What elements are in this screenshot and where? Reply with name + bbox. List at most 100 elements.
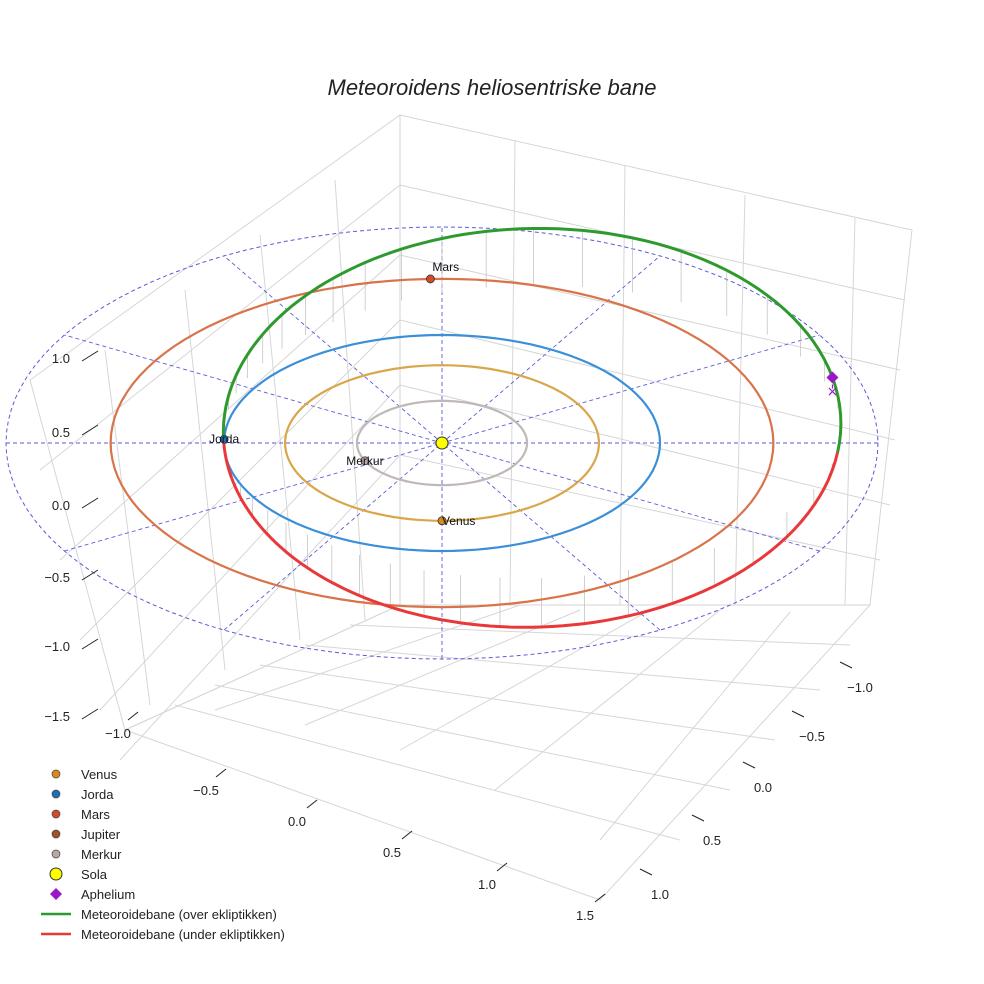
x-tick-label: 0.0 xyxy=(288,814,306,829)
legend-swatch xyxy=(49,867,63,881)
aphelion-marker xyxy=(826,371,839,384)
x-tick-label: 0.5 xyxy=(383,845,401,860)
back-right-wall xyxy=(399,114,913,606)
x-tick-label: −1.0 xyxy=(105,726,131,741)
planet-mars-marker xyxy=(426,274,435,284)
y-tick-label: 0.5 xyxy=(703,833,721,848)
grid-vline-left-1 xyxy=(184,289,226,671)
grid-line-right-1 xyxy=(399,254,901,371)
grid-vline-right-3 xyxy=(844,217,856,606)
x-tick-mark xyxy=(496,862,508,872)
grid-floor-b-3 xyxy=(494,609,721,791)
planet-merkur-marker xyxy=(360,456,370,466)
y-tick-label: −1.0 xyxy=(847,680,873,695)
y-tick-mark xyxy=(791,710,805,718)
meteoroid-orbit-below xyxy=(230,451,840,629)
meteoroid-orbit-below xyxy=(222,442,234,479)
markers: Venus Jorda Mars Merkur × xyxy=(209,260,839,528)
planet-jorda-label: Jorda xyxy=(209,432,239,446)
legend-label: Jupiter xyxy=(81,827,121,842)
legend-swatch xyxy=(51,849,61,859)
legend-label: Sola xyxy=(81,867,108,882)
orbit-venus xyxy=(283,364,601,522)
grid-line-left-0 xyxy=(39,184,401,471)
y-tick-mark xyxy=(839,661,853,669)
x-tick-label: 1.5 xyxy=(576,908,594,923)
z-tick-label: −1.0 xyxy=(44,639,70,654)
grid-line-left-3 xyxy=(99,384,401,711)
grid-line-left-2 xyxy=(79,319,401,641)
grid-floor-a-3 xyxy=(304,644,821,691)
grid-line-left-4 xyxy=(119,454,401,761)
drop-lines xyxy=(223,228,841,628)
z-tick-label: 0.5 xyxy=(52,425,70,440)
grid-floor-a-2 xyxy=(259,664,776,741)
chart-title: Meteoroidens heliosentriske bane xyxy=(328,75,657,100)
legend-swatch xyxy=(51,769,61,779)
legend-label: Venus xyxy=(81,767,118,782)
aphelion-projection-marker: × xyxy=(827,384,839,400)
grid-line-right-2 xyxy=(399,319,896,441)
legend-label: Jorda xyxy=(81,787,114,802)
y-tick-mark xyxy=(691,814,705,822)
z-axis-ticks: 1.0 0.5 0.0 −0.5 −1.0 −1.5 xyxy=(44,350,99,724)
legend-swatch xyxy=(51,809,61,819)
grid-vline-left-2 xyxy=(259,234,301,641)
legend-label: Aphelium xyxy=(81,887,135,902)
x-axis-ticks: −1.0 −0.5 0.0 0.5 1.0 1.5 xyxy=(105,711,606,923)
z-tick-mark xyxy=(81,350,99,362)
grid-floor-a-4 xyxy=(349,624,851,646)
meteoroid-orbit-above xyxy=(221,227,843,453)
grid-vline-left-3 xyxy=(334,179,366,621)
meteoroid-orbit xyxy=(221,227,843,629)
floor xyxy=(123,604,872,901)
grid-floor-a-1 xyxy=(214,684,731,791)
planet-venus-label: Venus xyxy=(442,514,475,528)
planet-orbits xyxy=(109,277,775,609)
grid-vline-left-0 xyxy=(104,349,151,706)
legend-label: Meteoroidebane (over ekliptikken) xyxy=(81,907,277,922)
legend-label: Merkur xyxy=(81,847,122,862)
grid-line-left-1 xyxy=(59,254,401,561)
grid-vline-right-1 xyxy=(619,164,626,606)
x-tick-mark xyxy=(127,711,139,721)
grid-line-right-4 xyxy=(399,454,881,561)
x-tick-mark xyxy=(594,893,606,903)
grid-floor-b-4 xyxy=(599,611,791,841)
z-tick-label: −1.5 xyxy=(44,709,70,724)
planet-jorda-marker xyxy=(219,434,229,444)
sun-marker xyxy=(435,436,449,450)
axis-ticks: 1.00.50.0−0.5−1.0−1.5 −1.0−0.50.00.51.01… xyxy=(44,350,873,923)
grid-floor-b-0 xyxy=(214,604,521,711)
gridlines xyxy=(39,139,906,841)
y-tick-label: 0.0 xyxy=(754,780,772,795)
z-tick-label: −0.5 xyxy=(44,570,70,585)
y-axis-ticks: −1.0 −0.5 0.0 0.5 1.0 xyxy=(639,661,873,902)
orbit-merkur xyxy=(355,399,529,487)
z-tick-mark xyxy=(81,424,99,436)
z-tick-label: 0.0 xyxy=(52,498,70,513)
y-tick-mark xyxy=(742,761,756,769)
x-tick-mark xyxy=(306,799,318,809)
x-tick-label: −0.5 xyxy=(193,783,219,798)
legend-label: Mars xyxy=(81,807,110,822)
orbit-mars xyxy=(109,277,775,609)
reference-circle xyxy=(5,226,879,660)
legend-swatch xyxy=(51,829,61,839)
planet-mars-label: Mars xyxy=(432,260,459,274)
z-tick-mark xyxy=(81,497,99,509)
x-tick-mark xyxy=(215,768,227,778)
legend: Venus Jorda Mars Jupiter Merkur Sola Aphelium M… xyxy=(41,767,285,942)
x-tick-mark xyxy=(401,830,413,840)
planet-merkur-label: Merkur xyxy=(346,454,383,468)
z-tick-mark xyxy=(81,569,99,581)
z-tick-mark xyxy=(81,708,99,720)
z-tick-label: 1.0 xyxy=(52,351,70,366)
x-tick-label: 1.0 xyxy=(478,877,496,892)
back-left-wall xyxy=(29,114,401,731)
y-tick-mark xyxy=(639,868,653,876)
z-tick-mark xyxy=(81,638,99,650)
legend-swatch xyxy=(50,888,62,900)
grid-floor-b-1 xyxy=(304,609,581,726)
